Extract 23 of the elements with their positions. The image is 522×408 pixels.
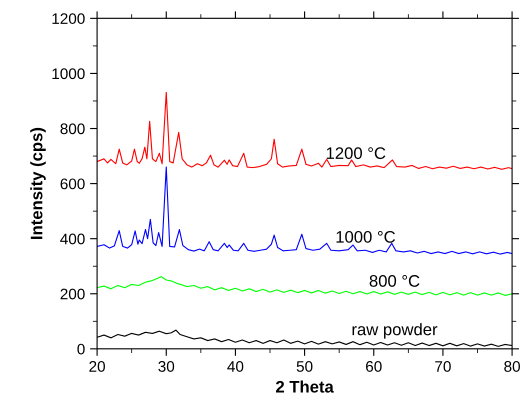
y-tick-label: 400: [60, 234, 85, 244]
y-tick-label: 0: [77, 344, 85, 355]
y-tick-label: 800: [60, 123, 85, 134]
series-label: raw powder: [352, 323, 438, 339]
x-tick-label: 50: [296, 361, 312, 372]
x-tick-label: 40: [227, 361, 244, 372]
y-tick-label: 1200: [52, 13, 85, 24]
series-label: 800 °C: [370, 275, 420, 287]
x-tick-label: 70: [435, 361, 451, 372]
line-series: [97, 276, 512, 296]
y-tick-label: 200: [60, 288, 85, 300]
x-tick-label: 30: [158, 361, 174, 372]
y-axis-title: Intensity (cps): [30, 128, 46, 239]
x-tick-label: 20: [89, 361, 105, 372]
line-series: [97, 92, 512, 170]
x-tick-label: 80: [504, 361, 520, 372]
y-tick-label: 1000: [52, 68, 85, 80]
x-axis-title: 2 Theta: [276, 380, 334, 393]
y-tick-label: 600: [60, 178, 85, 190]
series-label: 1200 °C: [326, 147, 386, 160]
line-series: [97, 166, 512, 255]
x-tick-label: 60: [366, 361, 382, 372]
series-label: 1000 °C: [336, 230, 396, 243]
